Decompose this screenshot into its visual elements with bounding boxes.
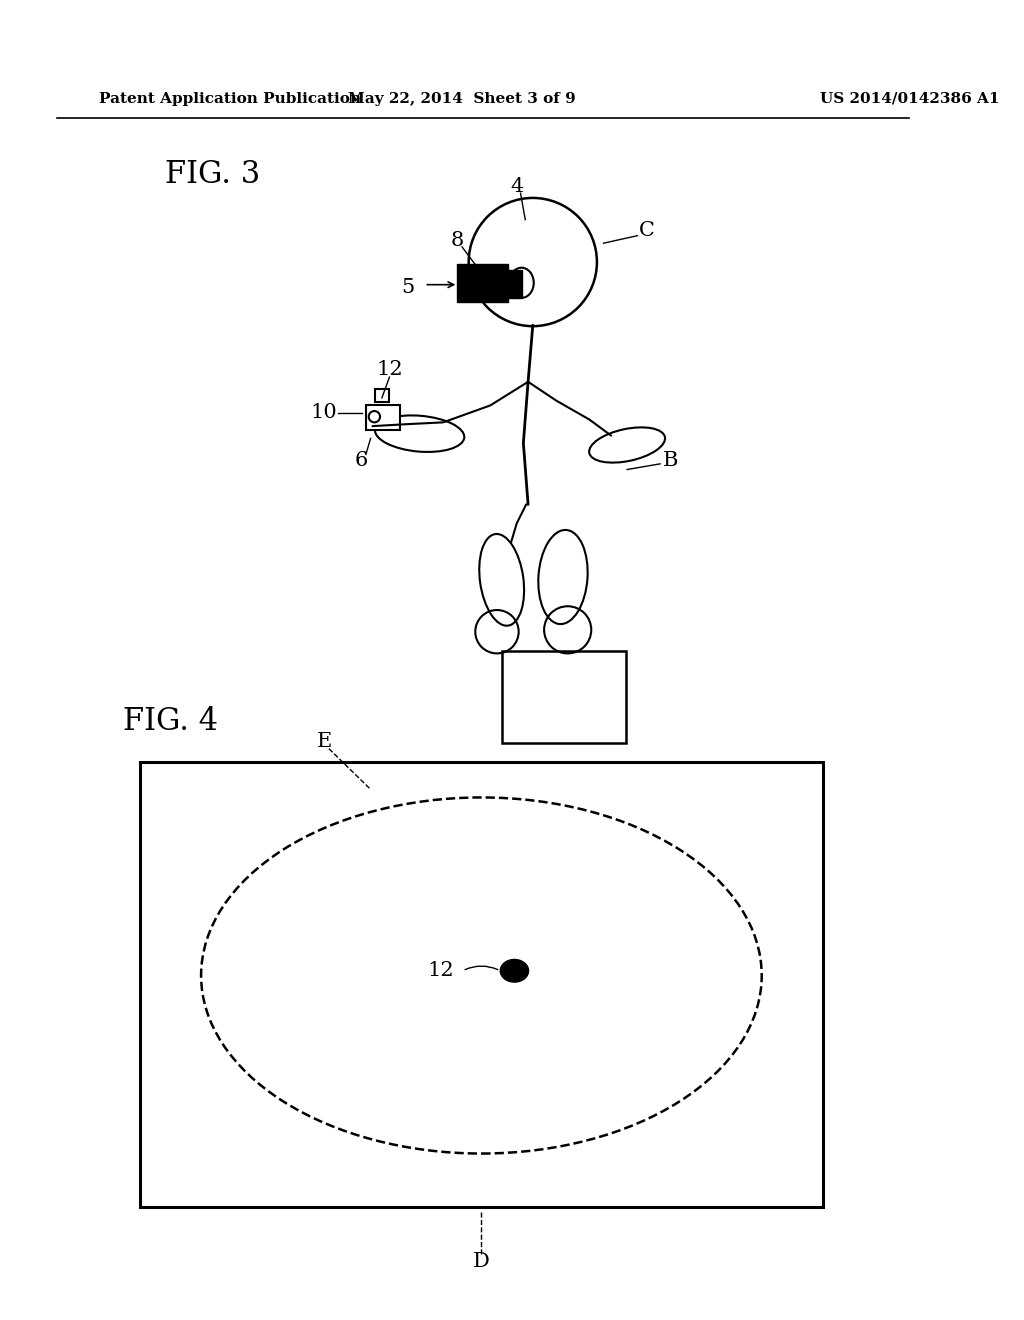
Text: 8: 8 — [451, 231, 464, 249]
Text: FIG. 3: FIG. 3 — [165, 158, 260, 190]
Bar — [376, 389, 388, 401]
Text: D: D — [473, 1253, 489, 1271]
Text: 10: 10 — [310, 404, 337, 422]
Text: C: C — [639, 222, 655, 240]
Text: 6: 6 — [354, 450, 368, 470]
Text: B: B — [663, 450, 678, 470]
Bar — [458, 264, 508, 302]
Text: Patent Application Publication: Patent Application Publication — [99, 92, 361, 106]
Bar — [139, 762, 823, 1206]
Text: 4: 4 — [510, 177, 523, 197]
Text: E: E — [316, 731, 332, 751]
Text: 12: 12 — [376, 360, 402, 379]
Text: 5: 5 — [400, 279, 414, 297]
Bar — [508, 269, 522, 298]
Bar — [366, 405, 399, 430]
Text: FIG. 4: FIG. 4 — [123, 706, 217, 737]
Text: US 2014/0142386 A1: US 2014/0142386 A1 — [820, 92, 999, 106]
Text: May 22, 2014  Sheet 3 of 9: May 22, 2014 Sheet 3 of 9 — [348, 92, 575, 106]
Bar — [502, 651, 626, 743]
Text: 12: 12 — [428, 961, 455, 981]
Ellipse shape — [501, 960, 528, 982]
